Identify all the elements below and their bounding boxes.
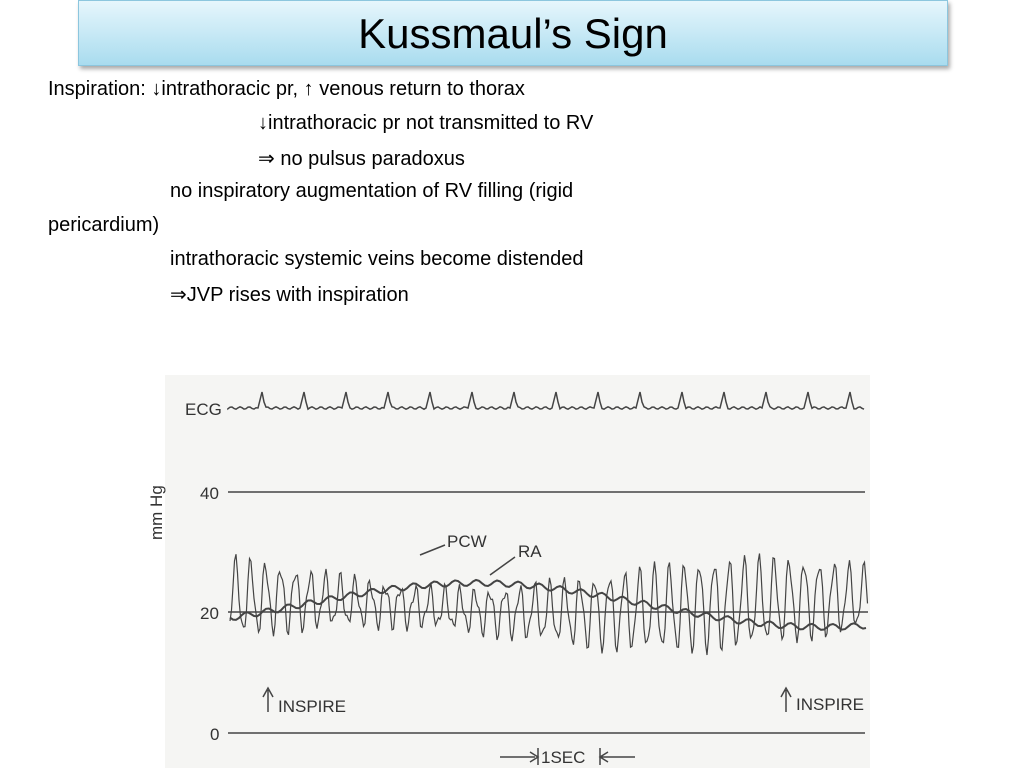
text-line: ↓intrathoracic pr not transmitted to RV [258,112,594,134]
text-line: no inspiratory augmentation of RV fillin… [170,180,574,202]
text-line: ⇒ no pulsus paradoxus [258,148,465,170]
trace-label: RA [518,542,542,561]
label-pointer [419,544,516,576]
inspire-label: INSPIRE [796,695,864,714]
ra-trace [229,578,867,631]
axis-label: 40 [200,484,219,503]
time-scale [500,748,635,765]
ecg-trace [227,391,865,411]
time-label: 1SEC [541,748,585,767]
text-line: pericardium) [48,214,160,236]
text-line: ⇒JVP rises with inspiration [170,284,409,306]
axis-label: 20 [200,604,219,623]
axis-label: 0 [210,725,219,744]
inspire-arrow [262,686,792,712]
text-line: intrathoracic systemic veins become dist… [170,248,584,270]
text-line: Inspiration: ↓intrathoracic pr, ↑ venous… [48,78,525,100]
inspire-label: INSPIRE [278,697,346,716]
trace-label: PCW [447,532,487,551]
slide-title: Kussmaul’s Sign [78,0,948,66]
axis-title: mm Hg [147,485,166,540]
figure-background [165,375,870,768]
pcw-trace [229,553,869,656]
ecg-label: ECG [185,400,222,419]
